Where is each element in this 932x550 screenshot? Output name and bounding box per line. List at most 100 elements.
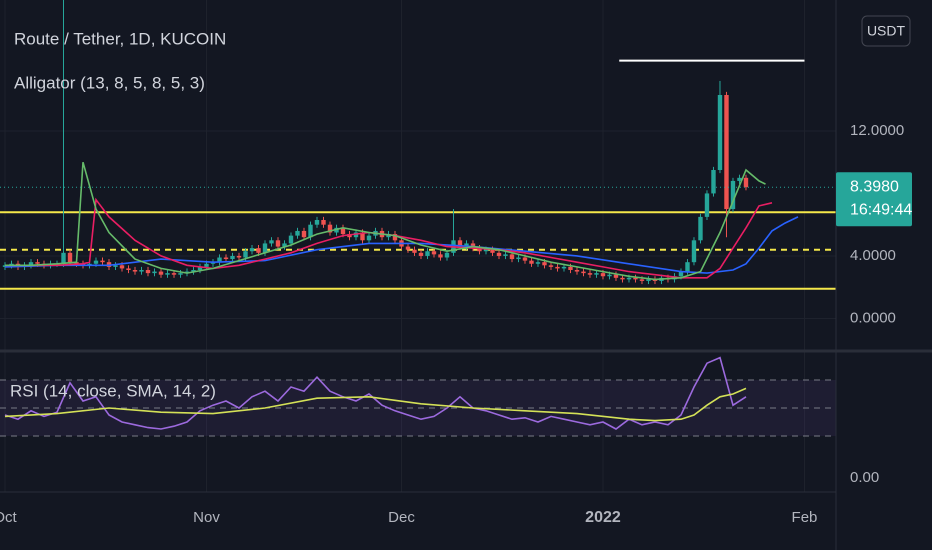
candle-body	[633, 277, 638, 280]
candle-body	[100, 260, 105, 263]
candle-body	[132, 270, 138, 272]
candle-body	[620, 277, 625, 280]
candle-body	[444, 252, 450, 258]
candle-body	[165, 273, 170, 275]
candle-body	[483, 249, 489, 252]
candle-body	[711, 170, 716, 194]
candle-body	[308, 224, 313, 238]
candle-body	[568, 266, 573, 270]
candle-body	[152, 271, 157, 274]
candle-body	[262, 243, 268, 253]
candle-body	[126, 268, 131, 270]
candle-body	[691, 240, 697, 263]
y-tick-label: 4.0000	[850, 247, 896, 264]
candle-body	[314, 220, 320, 225]
candle-body	[743, 177, 749, 188]
candle-body	[243, 251, 248, 258]
x-tick-label: 2022	[585, 509, 621, 526]
candle-body	[607, 274, 612, 277]
candle-body	[67, 252, 73, 263]
x-tick-label: Dec	[388, 509, 415, 526]
candle-body	[28, 262, 34, 266]
candle-body	[204, 263, 209, 267]
candle-body	[288, 235, 294, 244]
candle-body	[503, 254, 508, 256]
candle-body	[737, 177, 742, 181]
candle-body	[366, 235, 372, 241]
countdown-label: 16:49:44	[850, 201, 912, 218]
axes: Oct Nov Dec 2022 Feb 0.0000 4.0000 12.0000 8.398…	[0, 122, 912, 526]
alligator-line	[4, 216, 799, 274]
candle-body	[301, 230, 307, 238]
candle-body	[535, 262, 541, 264]
currency-button[interactable]	[861, 15, 911, 47]
candle-body	[717, 95, 723, 170]
candle-body	[438, 254, 443, 258]
x-tick-label: Nov	[193, 509, 220, 526]
candle-body	[217, 257, 222, 263]
candle-body	[470, 243, 476, 249]
candle-body	[626, 277, 632, 280]
x-tick-label: Oct	[0, 509, 18, 526]
candle-body	[542, 262, 547, 266]
candle-body	[574, 270, 580, 272]
candle-body	[594, 273, 599, 275]
candle-body	[321, 220, 326, 225]
candle-body	[256, 248, 261, 253]
candle-body	[600, 273, 606, 277]
candle-body	[477, 248, 482, 252]
candle-body	[425, 251, 430, 256]
rsi-line	[4, 387, 747, 422]
candle-body	[340, 227, 346, 235]
y-tick-label: 0.0000	[850, 309, 896, 326]
candle-body	[698, 216, 703, 241]
grid	[0, 0, 836, 492]
candle-body	[639, 279, 645, 281]
price-tag-label: 8.3980	[850, 178, 899, 195]
candle-body	[249, 248, 255, 252]
candle-body	[730, 180, 736, 210]
candle-body	[678, 271, 684, 277]
candle-body	[392, 234, 398, 241]
candle-body	[223, 257, 229, 260]
currency-label[interactable]: USDT	[867, 23, 906, 39]
y-tick-label: 12.0000	[850, 122, 904, 139]
candle-body	[119, 265, 125, 269]
candle-body	[516, 257, 521, 260]
candle-body	[236, 255, 242, 258]
candle-body	[61, 252, 66, 264]
alligator-line	[5, 161, 766, 281]
candle-body	[327, 224, 333, 233]
candle-body	[230, 255, 235, 260]
candle-body	[158, 271, 164, 275]
candle-body	[704, 193, 710, 217]
candle-body	[295, 230, 300, 236]
candle-body	[35, 262, 40, 264]
candle-body	[490, 249, 495, 253]
candle-body	[269, 240, 274, 244]
candle-body	[529, 260, 534, 264]
candle-body	[685, 262, 690, 272]
rsi-line	[4, 356, 747, 430]
candle-body	[555, 266, 560, 269]
candle-body	[139, 270, 144, 272]
price-tag	[836, 172, 912, 227]
candle-body	[282, 243, 287, 247]
candle-body	[561, 266, 567, 269]
candle-body	[464, 243, 469, 247]
candle-body	[197, 266, 203, 270]
y-tick-label: 0.00	[850, 469, 879, 486]
candle-body	[275, 240, 281, 247]
candle-body	[171, 273, 177, 275]
candle-body	[587, 273, 593, 275]
candle-body	[509, 254, 515, 260]
candle-body	[522, 257, 528, 261]
candle-body	[496, 252, 502, 256]
candle-body	[113, 265, 118, 267]
candle-body	[724, 95, 729, 210]
indicator-label: Alligator (13, 8, 5, 8, 5, 3)	[14, 73, 205, 92]
candle-body	[548, 265, 554, 267]
candle-body	[145, 270, 151, 274]
rsi-label: RSI (14, close, SMA, 14, 2)	[10, 381, 216, 400]
